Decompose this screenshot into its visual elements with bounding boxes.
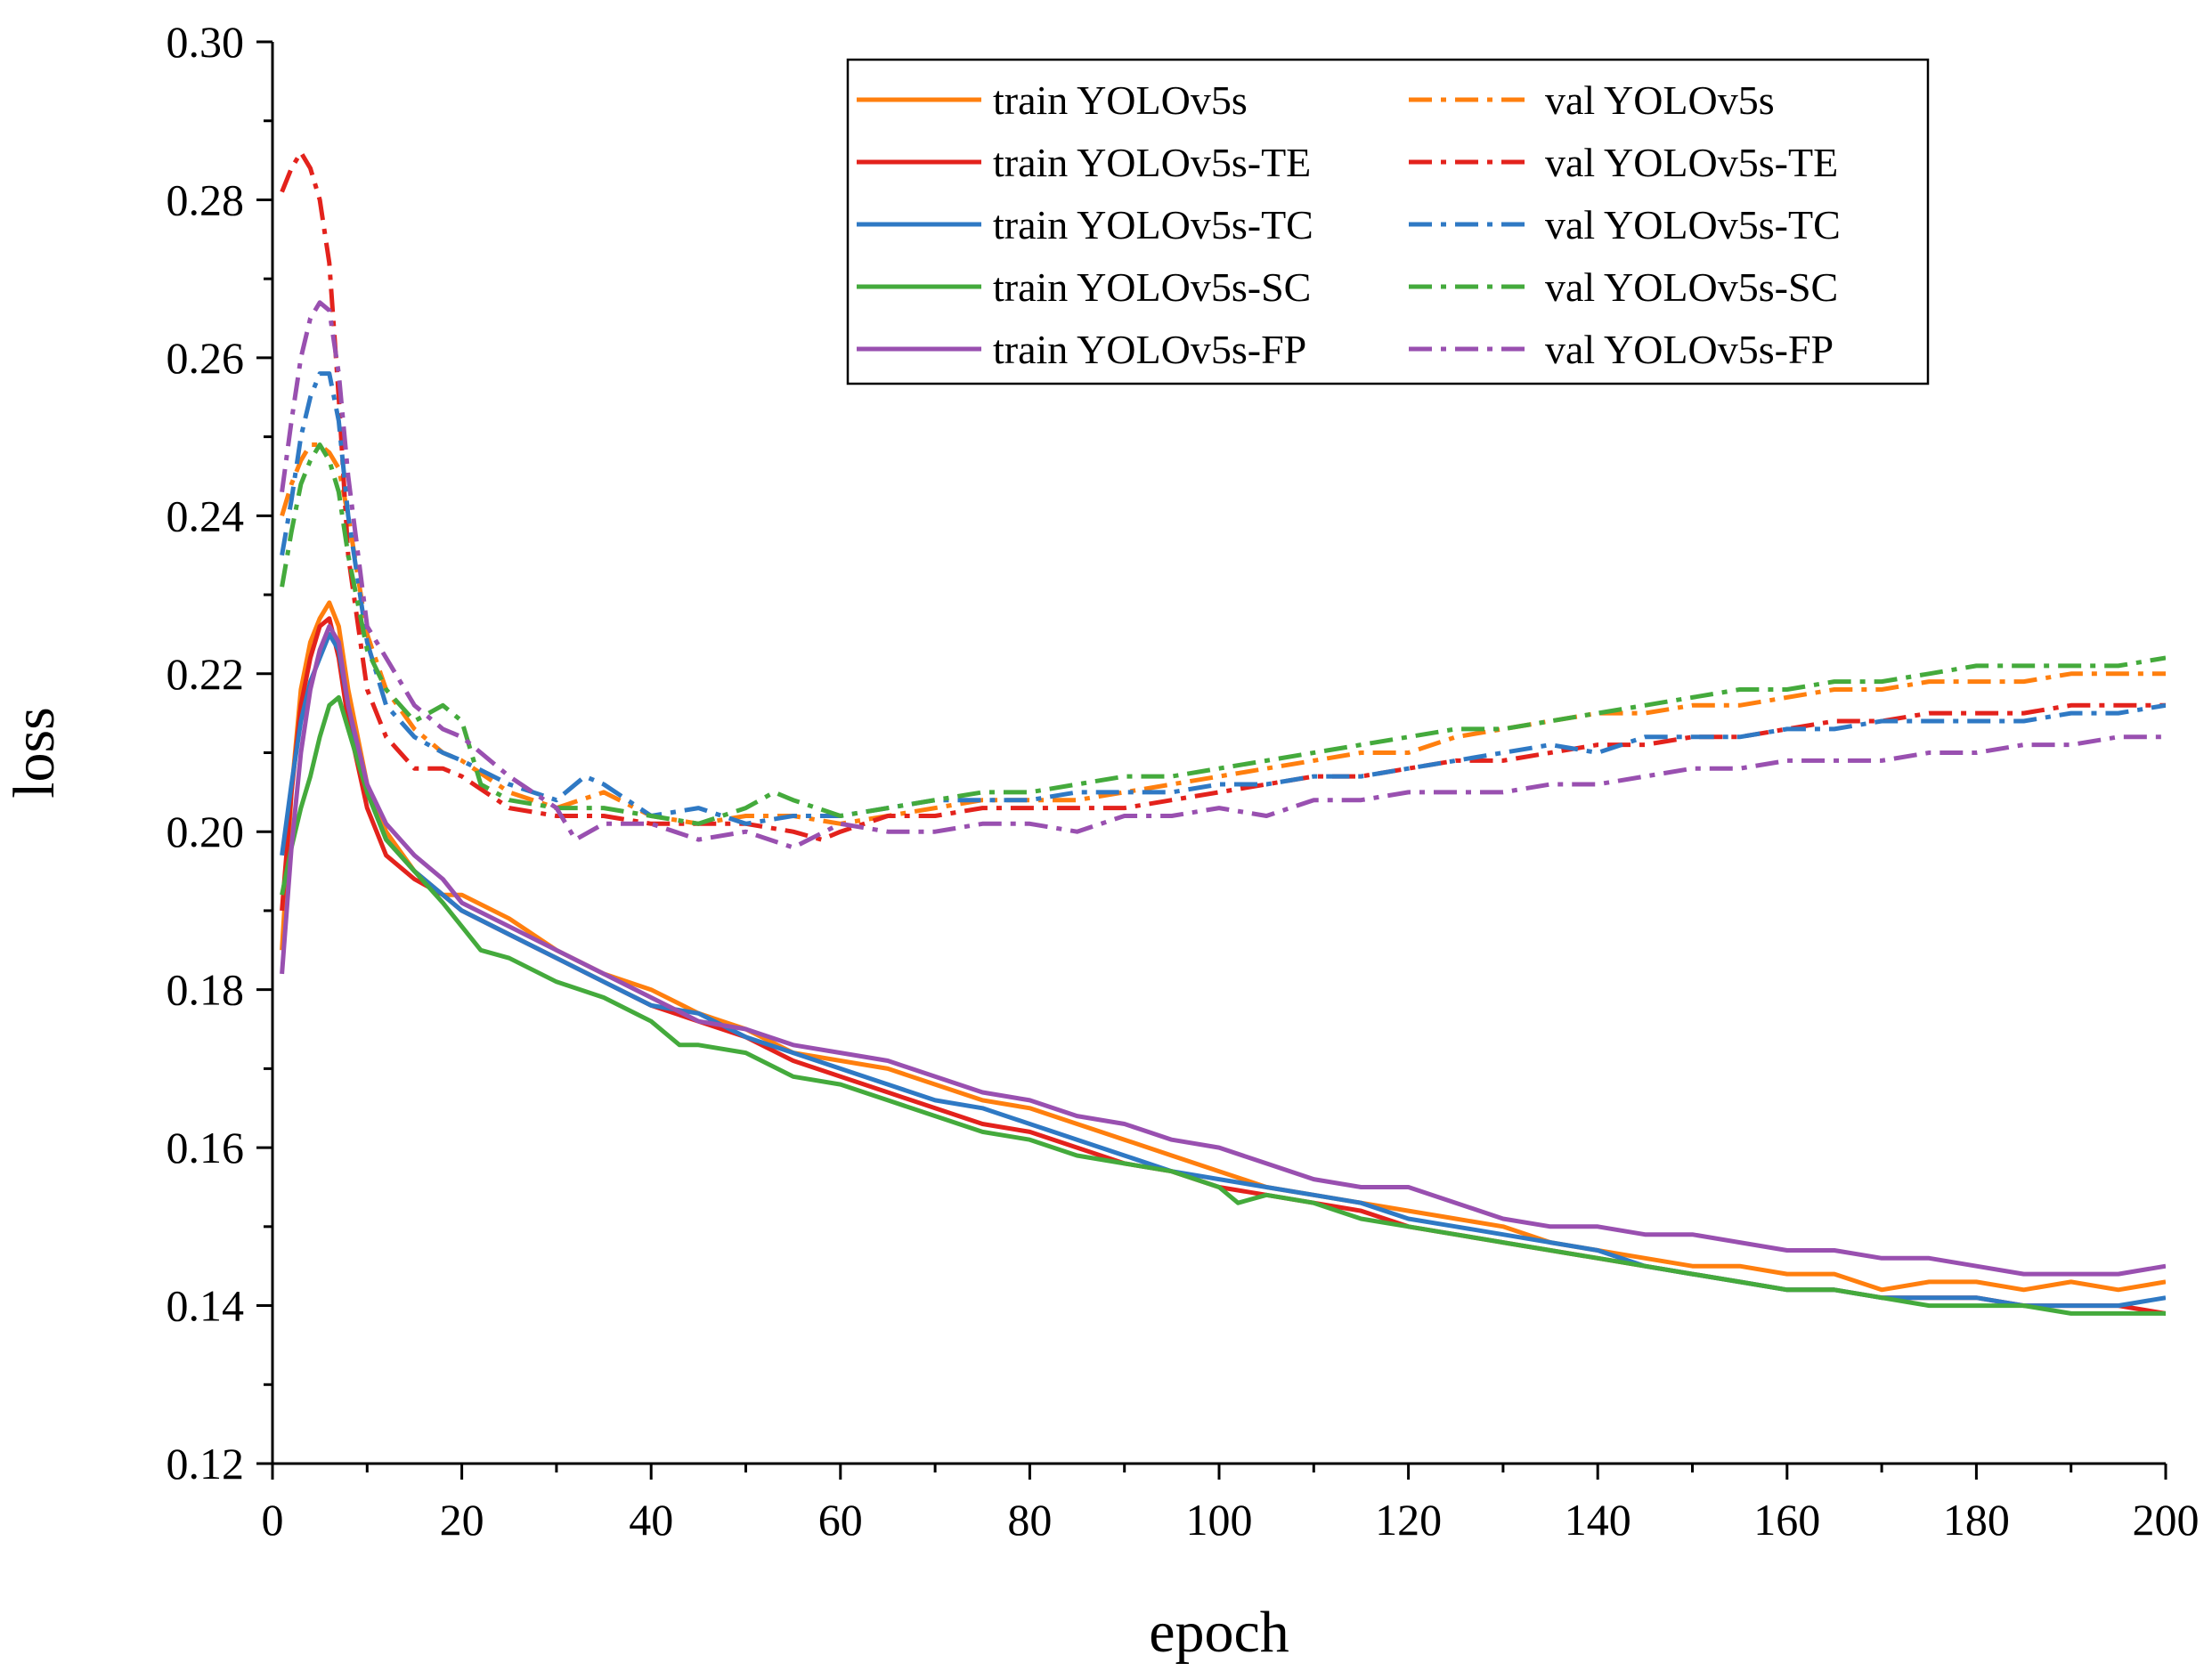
series-line-train-yolov5s-sc xyxy=(280,694,2166,1316)
x-tick-label: 60 xyxy=(818,1495,863,1545)
x-tick-label: 200 xyxy=(2133,1495,2200,1545)
x-tick-label: 120 xyxy=(1375,1495,1442,1545)
legend-label-val-yolov5s-tc: val YOLOv5s-TC xyxy=(1545,202,1841,247)
y-tick-label: 0.16 xyxy=(167,1123,245,1172)
x-tick-label: 40 xyxy=(629,1495,673,1545)
x-tick-label: 0 xyxy=(262,1495,284,1545)
series-line-val-yolov5s-tc xyxy=(280,371,2166,826)
y-tick-label: 0.12 xyxy=(167,1439,245,1488)
legend-label-val-yolov5s-te: val YOLOv5s-TE xyxy=(1545,140,1838,185)
legend: train YOLOv5s train YOLOv5s-TE train YOLOv… xyxy=(846,58,1930,385)
x-tick-label: 140 xyxy=(1565,1495,1631,1545)
legend-box xyxy=(846,58,1930,385)
y-tick-label: 0.26 xyxy=(167,333,245,383)
legend-label-train-yolov5s-te: train YOLOv5s-TE xyxy=(993,140,1311,185)
legend-label-train-yolov5s-tc: train YOLOv5s-TC xyxy=(993,202,1313,247)
y-tick-label: 0.24 xyxy=(167,491,245,540)
legend-label-train-yolov5s-fp: train YOLOv5s-FP xyxy=(993,327,1306,372)
y-tick-label: 0.22 xyxy=(167,649,245,699)
legend-label-val-yolov5s-sc: val YOLOv5s-SC xyxy=(1545,264,1838,310)
legend-label-train-yolov5s: train YOLOv5s xyxy=(993,77,1248,123)
y-tick-label: 0.14 xyxy=(167,1281,245,1331)
series-layer xyxy=(280,150,2166,1316)
y-tick-label: 0.28 xyxy=(167,174,245,224)
series-line-train-yolov5s-fp xyxy=(280,624,2166,1277)
y-tick-label: 0.20 xyxy=(167,807,245,856)
series-line-val-yolov5s-sc xyxy=(280,442,2166,826)
x-tick-label: 80 xyxy=(1007,1495,1052,1545)
series-line-train-yolov5s-tc xyxy=(280,631,2166,1309)
y-tick-label: 0.30 xyxy=(167,17,245,67)
legend-label-val-yolov5s: val YOLOv5s xyxy=(1545,77,1775,123)
y-axis-title: loss xyxy=(2,707,67,799)
series-line-val-yolov5s xyxy=(280,442,2166,826)
x-tick-label: 20 xyxy=(440,1495,484,1545)
x-tick-label: 160 xyxy=(1753,1495,1820,1545)
ticks-layer: 0.12 0.14 0.16 0.18 0.20 0.22 0.24 0.26 0.28 0.30… xyxy=(167,17,2200,1545)
series-line-val-yolov5s-te xyxy=(280,150,2166,842)
y-tick-label: 0.18 xyxy=(167,965,245,1015)
legend-label-val-yolov5s-fp: val YOLOv5s-FP xyxy=(1545,327,1834,372)
x-axis-title: epoch xyxy=(1149,1600,1289,1665)
legend-label-train-yolov5s-sc: train YOLOv5s-SC xyxy=(993,264,1311,310)
series-line-val-yolov5s-fp xyxy=(280,300,2166,850)
x-tick-label: 100 xyxy=(1186,1495,1253,1545)
x-tick-label: 180 xyxy=(1943,1495,2010,1545)
